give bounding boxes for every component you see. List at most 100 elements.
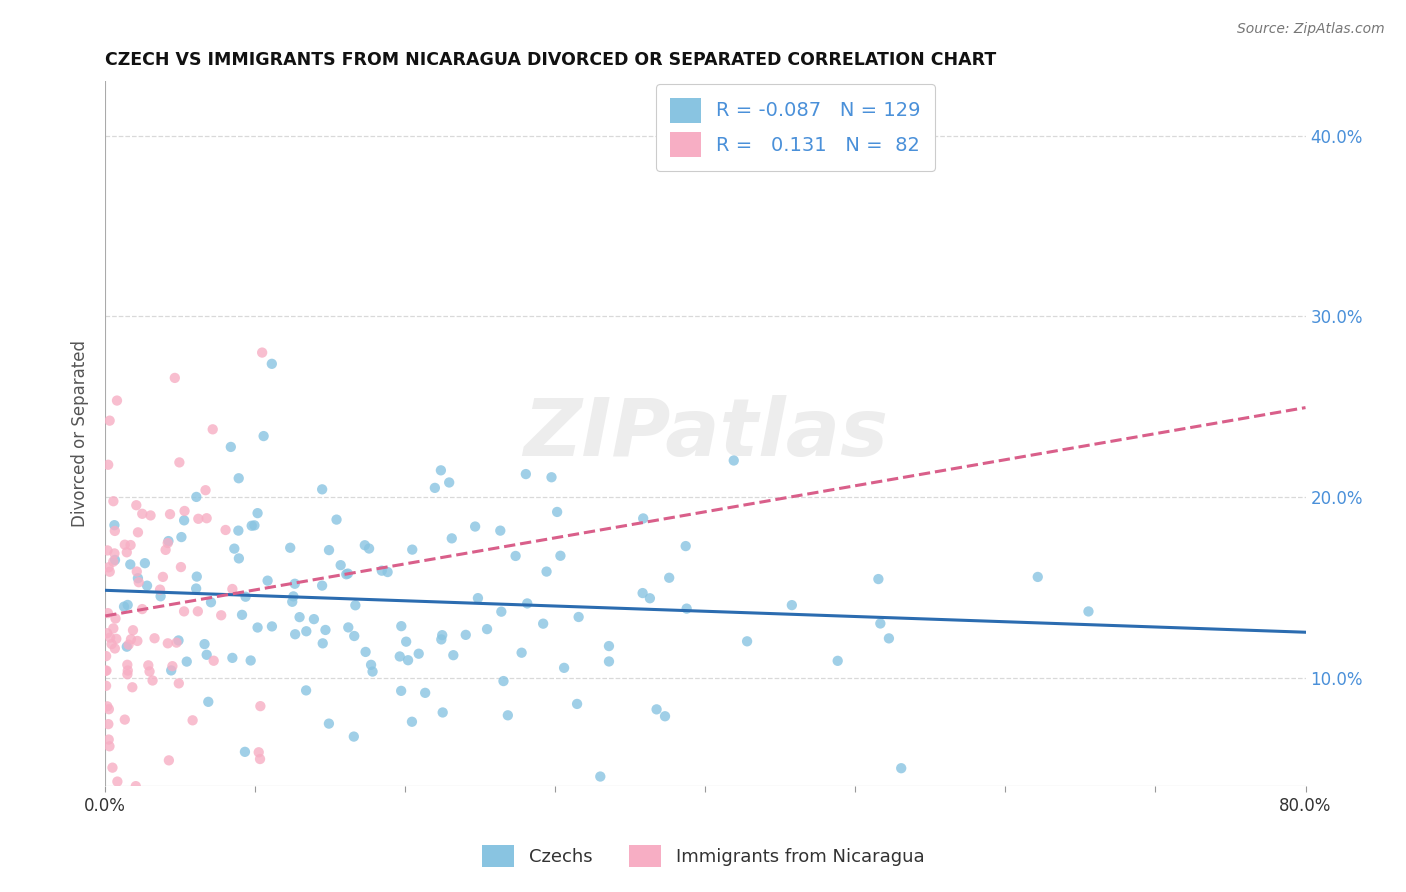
Point	[344, 599, 367, 613]
Point	[197, 695, 219, 709]
Point	[568, 610, 591, 624]
Text: Source: ZipAtlas.com: Source: ZipAtlas.com	[1237, 22, 1385, 37]
Point	[260, 357, 283, 371]
Point	[112, 599, 135, 614]
Legend: Czechs, Immigrants from Nicaragua: Czechs, Immigrants from Nicaragua	[475, 838, 931, 874]
Point	[252, 429, 274, 443]
Point	[631, 586, 654, 600]
Point	[869, 616, 891, 631]
Point	[233, 745, 256, 759]
Point	[516, 596, 538, 610]
Point	[97, 732, 120, 747]
Point	[149, 582, 172, 597]
Point	[96, 664, 118, 678]
Point	[97, 702, 120, 716]
Point	[343, 730, 366, 744]
Point	[260, 619, 283, 633]
Point	[156, 536, 179, 550]
Point	[169, 455, 191, 469]
Point	[284, 627, 307, 641]
Point	[139, 508, 162, 523]
Point	[360, 657, 382, 672]
Point	[143, 632, 166, 646]
Point	[638, 591, 661, 606]
Point	[249, 752, 271, 766]
Text: ZIPatlas: ZIPatlas	[523, 395, 887, 473]
Point	[103, 518, 125, 533]
Point	[423, 481, 446, 495]
Point	[318, 716, 340, 731]
Point	[114, 713, 136, 727]
Point	[152, 570, 174, 584]
Point	[877, 632, 900, 646]
Point	[496, 708, 519, 723]
Point	[121, 680, 143, 694]
Point	[454, 628, 477, 642]
Point	[430, 632, 453, 647]
Point	[97, 560, 120, 574]
Point	[389, 619, 412, 633]
Point	[675, 539, 697, 553]
Point	[553, 661, 575, 675]
Point	[311, 483, 333, 497]
Point	[329, 558, 352, 573]
Point	[117, 598, 139, 612]
Point	[157, 753, 180, 767]
Point	[103, 546, 125, 560]
Point	[246, 620, 269, 634]
Point	[377, 565, 399, 579]
Point	[94, 649, 117, 664]
Point	[98, 565, 121, 579]
Point	[187, 512, 209, 526]
Point	[97, 717, 120, 731]
Point	[1077, 604, 1099, 618]
Point	[408, 647, 430, 661]
Point	[311, 578, 333, 592]
Point	[302, 612, 325, 626]
Point	[437, 475, 460, 490]
Point	[735, 634, 758, 648]
Point	[160, 664, 183, 678]
Point	[247, 745, 270, 759]
Legend: R = -0.087   N = 129, R =   0.131   N =  82: R = -0.087 N = 129, R = 0.131 N = 82	[657, 84, 935, 171]
Point	[104, 641, 127, 656]
Point	[675, 601, 697, 615]
Point	[117, 667, 139, 681]
Point	[104, 611, 127, 625]
Point	[589, 770, 612, 784]
Point	[131, 507, 153, 521]
Point	[105, 393, 128, 408]
Point	[325, 513, 347, 527]
Point	[288, 610, 311, 624]
Point	[98, 414, 121, 428]
Point	[219, 440, 242, 454]
Point	[103, 555, 125, 569]
Point	[114, 538, 136, 552]
Point	[467, 591, 489, 606]
Point	[540, 470, 562, 484]
Point	[354, 645, 377, 659]
Point	[194, 483, 217, 498]
Point	[890, 761, 912, 775]
Point	[186, 490, 208, 504]
Point	[117, 664, 139, 678]
Point	[103, 494, 125, 508]
Point	[159, 507, 181, 521]
Point	[201, 422, 224, 436]
Point	[228, 551, 250, 566]
Point	[278, 541, 301, 555]
Point	[353, 538, 375, 552]
Point	[337, 620, 360, 634]
Point	[283, 590, 305, 604]
Point	[186, 569, 208, 583]
Point	[163, 371, 186, 385]
Point	[202, 654, 225, 668]
Point	[97, 458, 120, 472]
Point	[312, 636, 335, 650]
Point	[181, 714, 204, 728]
Point	[136, 658, 159, 673]
Point	[94, 664, 117, 678]
Point	[827, 654, 849, 668]
Point	[658, 571, 681, 585]
Point	[295, 624, 318, 639]
